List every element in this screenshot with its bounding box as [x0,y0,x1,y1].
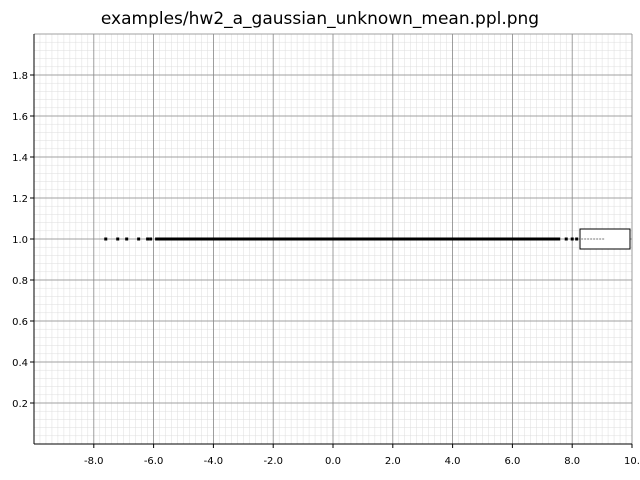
chart-title: examples/hw2_a_gaussian_unknown_mean.ppl… [101,9,539,29]
data-point-0-4 [146,237,150,241]
x-tick-label-3: -2.0 [263,456,283,467]
data-tail-point-0-0 [564,237,568,241]
y-tick-label-0: 0.2 [12,399,28,410]
legend [579,228,631,250]
data-point-0-5 [149,237,153,241]
data-point-0-1 [116,237,120,241]
x-tick-labels: -8.0 -6.0 -4.0 -2.0 0.0 2.0 4.0 6.0 8.0 10. [84,456,640,467]
x-tick-label-8: 8.0 [564,456,580,467]
y-tick-label-2: 0.6 [12,317,28,328]
x-tick-label-7: 6.0 [504,456,520,467]
data-point-0-3 [137,237,141,241]
y-tick-labels: 0.2 0.4 0.6 0.8 1.0 1.2 1.4 1.6 1.8 [12,71,28,410]
x-tick-label-6: 4.0 [445,456,461,467]
x-tick-label-4: 0.0 [325,456,341,467]
x-tick-label-1: -6.0 [144,456,164,467]
y-tick-label-3: 0.8 [12,276,28,287]
y-tick-label-4: 1.0 [12,235,28,246]
axes [30,34,633,448]
y-tick-label-7: 1.6 [12,112,28,123]
data-series [104,237,579,241]
x-tick-label-0: -8.0 [84,456,104,467]
y-tick-label-1: 0.4 [12,358,28,369]
x-tick-label-9: 10. [624,456,640,467]
x-tick-label-5: 2.0 [385,456,401,467]
data-tail-point-0-2 [575,237,579,241]
y-tick-label-8: 1.8 [12,71,28,82]
legend-box [579,228,631,250]
data-point-0-2 [125,237,129,241]
y-tick-label-6: 1.4 [12,153,28,164]
y-tick-label-5: 1.2 [12,194,28,205]
data-tail-point-0-1 [570,237,574,241]
x-tick-label-2: -4.0 [204,456,224,467]
data-point-0-0 [104,237,108,241]
